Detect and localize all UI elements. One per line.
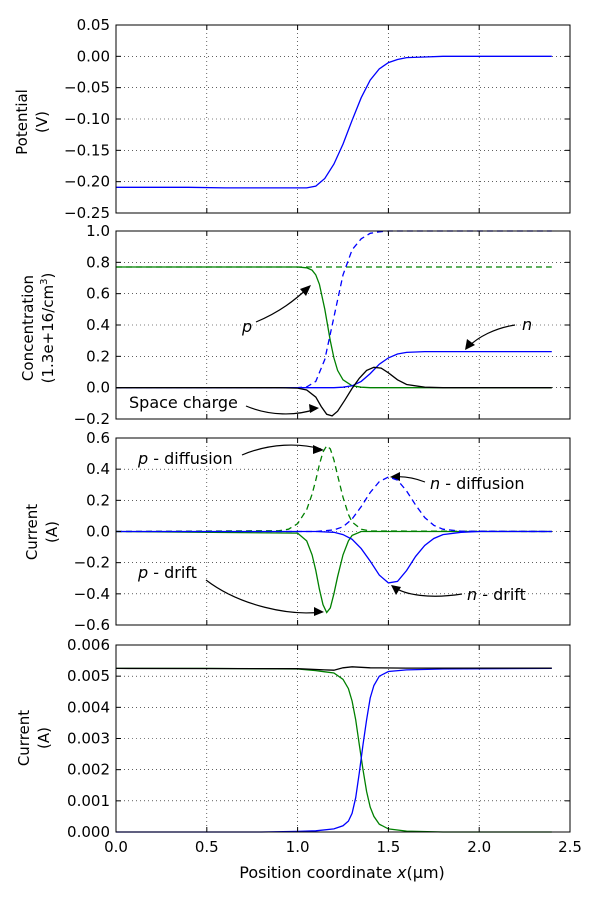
series-group [115,444,552,614]
n-diffusion-annotation: n - diffusion [430,474,525,493]
y-tick-label: −0.4 [74,585,110,603]
x-tick-label: 2.5 [558,838,582,856]
concentration-ylabel-line2: (1.3e+16/cm3) [39,273,57,384]
series-line-0 [115,444,552,533]
potential-ylabel-line1: Potential [13,89,31,155]
y-tick-label: 0.6 [86,285,110,303]
total-current-ylabel-line1: Current [15,710,33,766]
y-tick-label: 0.4 [86,316,110,334]
y-tick-label: 0.000 [67,823,110,841]
x-tick-label: 1.5 [376,838,400,856]
y-tick-label: −0.2 [74,410,110,428]
p-diffusion-annotation: p - diffusion [137,449,233,468]
p-diffusion-arrowhead [313,445,324,454]
y-tick-label: 0.001 [67,792,110,810]
y-tick-label: −0.25 [64,204,110,222]
y-tick-label: 0.0 [86,523,110,541]
n-drift-arrow [393,586,463,597]
space-charge-annotation: Space charge [129,393,238,412]
y-tick-label: 0.00 [77,47,110,65]
series-line-3 [116,530,552,584]
series-group [115,666,552,833]
x-tick-label: 1.0 [286,838,310,856]
n-annotation: n [522,315,532,334]
y-tick-label: 0.005 [67,667,110,685]
p-drift-arrow [205,579,322,614]
x-axis-label: Position coordinate x(μm) [239,863,445,882]
series-line-0 [116,266,552,389]
series-group [116,55,552,189]
n-arrow [467,324,516,348]
p-diffusion-arrow [241,444,322,456]
series-group [116,230,552,417]
y-tick-label: 0.004 [67,698,110,716]
y-tick-label: −0.20 [64,173,110,191]
n-diffusion-arrowhead [390,472,400,481]
y-tick-label: −0.6 [74,616,110,634]
y-tick-label: 0.4 [86,460,110,478]
grid-lines [115,230,571,420]
y-tick-label: −0.2 [74,554,110,572]
y-tick-label: −0.10 [64,110,110,128]
total-current-ylabel-line2: (A) [35,727,53,749]
series-line-1 [116,667,552,833]
potential-ylabel-line2: (V) [33,111,51,133]
series-line-2 [115,666,552,671]
x-tick-label: 0.5 [195,838,219,856]
series-line-2 [116,350,552,389]
p-drift-annotation: p - drift [137,563,197,582]
concentration-ylabel-line1: Concentration [19,275,37,381]
current-components-panel: Current (A) p - diffusion n - diffusion … [23,429,571,634]
grid-lines [115,24,571,214]
y-tick-label: 0.002 [67,761,110,779]
p-diffusion-text: - diffusion [148,449,232,468]
series-line-0 [116,667,552,833]
x-tick-label: 0.0 [104,838,128,856]
y-tick-label: −0.15 [64,141,110,159]
n-drift-annotation: n - drift [467,585,526,604]
y-tick-label: 0.006 [67,636,110,654]
series-line-3 [116,230,552,389]
n-var: n [430,474,440,493]
y-tick-label: 1.0 [86,222,110,240]
grid-lines [115,644,571,833]
n-var-drift: n [467,585,477,604]
y-tick-label: 0.0 [86,379,110,397]
p-arrowhead [300,285,311,296]
n-arrowhead [465,339,475,350]
y-tick-label: 0.003 [67,730,110,748]
series-line-0 [116,55,552,189]
p-arrow [255,286,310,323]
y-tick-label: 0.2 [86,491,110,509]
p-drift-arrowhead [314,607,324,616]
y-tick-label: 0.8 [86,253,110,271]
series-line-2 [116,476,552,533]
y-tick-label: 0.05 [77,16,110,34]
y-tick-label: 0.2 [86,347,110,365]
p-annotation: p [241,317,252,336]
current-ylabel-line2: (A) [43,521,61,543]
concentration-panel: Concentration (1.3e+16/cm3) p n Space ch… [19,222,571,428]
series-line-4 [116,366,552,417]
space-charge-arrowhead [309,404,319,413]
potential-panel: Potential (V) −0.25 −0.20 −0.15 −0.10 −0.05 0… [13,16,571,222]
n-diffusion-text: - diffusion [440,474,524,493]
x-tick-label: 2.0 [467,838,491,856]
y-tick-label: −0.05 [64,79,110,97]
p-drift-text: - drift [148,563,197,582]
y-tick-label: 0.6 [86,429,110,447]
p-var-drift: p [137,563,148,582]
p-var: p [137,449,148,468]
current-ylabel-line1: Current [23,504,41,560]
total-current-panel: Current (A) Position coordinate x(μm) 0.… [15,636,582,882]
n-drift-text: - drift [477,585,526,604]
n-drift-arrowhead [391,585,401,595]
space-charge-arrow [245,405,317,415]
